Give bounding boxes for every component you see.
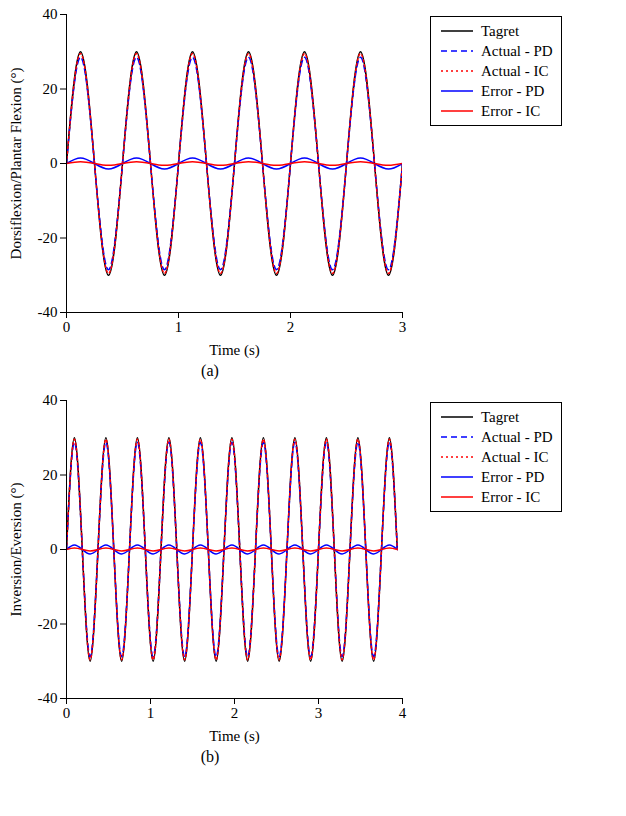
html-text:Tagret: Tagret <box>481 408 520 425</box>
html-text:Error - IC: Error - IC <box>481 488 541 505</box>
svg-text:-20: -20 <box>38 616 58 632</box>
svg-text:2: 2 <box>231 705 239 721</box>
svg-text:-20: -20 <box>38 230 58 246</box>
html-text:Actual - PD: Actual - PD <box>481 428 553 445</box>
svg-text:40: 40 <box>43 392 58 408</box>
svg-text:3: 3 <box>399 319 407 335</box>
html-text:Error - PD: Error - PD <box>481 82 545 99</box>
html-text:Actual - IC: Actual - IC <box>481 448 549 465</box>
html-text:Error - IC: Error - IC <box>481 102 541 119</box>
html-text:Error - PD: Error - PD <box>481 468 545 485</box>
svg-text:Inversion/Eversion (°): Inversion/Eversion (°) <box>8 483 25 617</box>
svg-text:0: 0 <box>63 319 71 335</box>
svg-text:0: 0 <box>50 541 58 557</box>
html-text:(b): (b) <box>200 748 220 765</box>
svg-text:Time (s): Time (s) <box>209 342 260 359</box>
svg-text:40: 40 <box>43 6 58 22</box>
svg-text:0: 0 <box>63 705 71 721</box>
html-text:(a): (a) <box>201 362 219 379</box>
svg-text:Dorsiflexion/Plantar Flexion (: Dorsiflexion/Plantar Flexion (°) <box>8 68 25 260</box>
svg-text:-40: -40 <box>38 690 58 706</box>
svg-text:3: 3 <box>315 705 323 721</box>
svg-text:-40: -40 <box>38 304 58 320</box>
svg-text:20: 20 <box>43 467 58 483</box>
html-text:Actual - IC: Actual - IC <box>481 62 549 79</box>
svg-text:1: 1 <box>147 705 155 721</box>
svg-text:Time (s): Time (s) <box>209 728 260 745</box>
svg-text:1: 1 <box>175 319 183 335</box>
html-text:Actual - PD: Actual - PD <box>481 42 553 59</box>
svg-text:4: 4 <box>399 705 407 721</box>
svg-text:20: 20 <box>43 81 58 97</box>
svg-text:0: 0 <box>50 155 58 171</box>
html-text:Tagret: Tagret <box>481 22 520 39</box>
svg-text:2: 2 <box>287 319 295 335</box>
